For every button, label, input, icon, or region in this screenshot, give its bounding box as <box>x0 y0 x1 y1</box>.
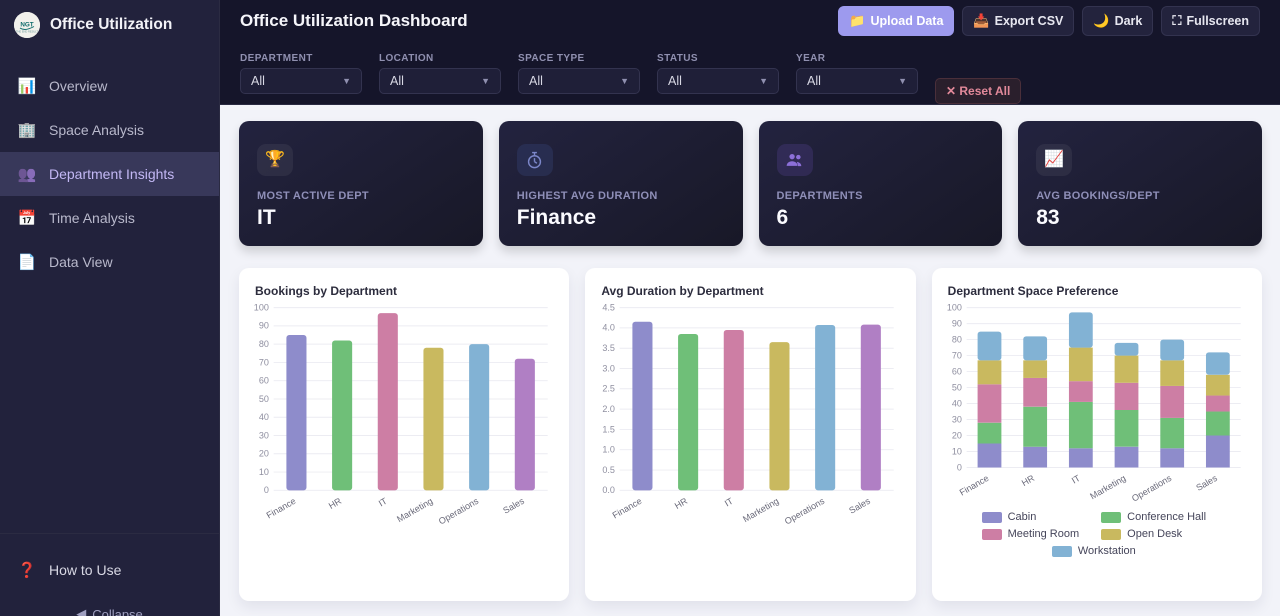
svg-text:4.5: 4.5 <box>603 302 616 312</box>
svg-text:20: 20 <box>952 430 962 440</box>
svg-text:Operations: Operations <box>1130 473 1174 504</box>
svg-text:Sales: Sales <box>1194 473 1219 493</box>
svg-text:70: 70 <box>259 357 269 367</box>
svg-text:Marketing: Marketing <box>395 496 434 524</box>
svg-text:THE END RESULT: THE END RESULT <box>16 30 39 34</box>
svg-text:2.0: 2.0 <box>603 404 616 414</box>
svg-text:1.5: 1.5 <box>603 424 616 434</box>
svg-text:2.5: 2.5 <box>603 384 616 394</box>
svg-text:HR: HR <box>327 496 344 511</box>
svg-text:4.0: 4.0 <box>603 323 616 333</box>
svg-text:0.0: 0.0 <box>603 485 616 495</box>
svg-text:HR: HR <box>673 496 690 511</box>
svg-text:50: 50 <box>259 394 269 404</box>
svg-text:10: 10 <box>952 446 962 456</box>
svg-text:0: 0 <box>957 462 962 472</box>
svg-text:3.0: 3.0 <box>603 363 616 373</box>
svg-text:10: 10 <box>259 467 269 477</box>
svg-text:Finance: Finance <box>611 496 644 521</box>
svg-text:30: 30 <box>952 414 962 424</box>
svg-text:20: 20 <box>259 449 269 459</box>
svg-text:Sales: Sales <box>501 496 526 516</box>
svg-text:100: 100 <box>947 302 962 312</box>
svg-text:80: 80 <box>952 334 962 344</box>
svg-text:60: 60 <box>259 376 269 386</box>
svg-text:Finance: Finance <box>265 496 298 521</box>
svg-text:30: 30 <box>259 430 269 440</box>
svg-text:100: 100 <box>254 302 269 312</box>
svg-text:70: 70 <box>952 350 962 360</box>
svg-text:IT: IT <box>723 496 735 509</box>
svg-text:90: 90 <box>952 318 962 328</box>
svg-text:Operations: Operations <box>783 496 827 527</box>
svg-text:60: 60 <box>952 366 962 376</box>
svg-text:50: 50 <box>952 382 962 392</box>
svg-text:IT: IT <box>1070 473 1082 486</box>
svg-text:IT: IT <box>377 496 389 509</box>
svg-text:40: 40 <box>952 398 962 408</box>
svg-text:Marketing: Marketing <box>742 496 781 524</box>
svg-text:Operations: Operations <box>437 496 481 527</box>
svg-text:Marketing: Marketing <box>1088 473 1127 501</box>
svg-text:80: 80 <box>259 339 269 349</box>
svg-text:3.5: 3.5 <box>603 343 616 353</box>
svg-text:90: 90 <box>259 321 269 331</box>
svg-text:1.0: 1.0 <box>603 445 616 455</box>
svg-text:0.5: 0.5 <box>603 465 616 475</box>
svg-text:HR: HR <box>1020 473 1037 488</box>
svg-text:Finance: Finance <box>957 473 990 498</box>
svg-text:40: 40 <box>259 412 269 422</box>
svg-text:Sales: Sales <box>848 496 873 516</box>
svg-text:0: 0 <box>264 485 269 495</box>
